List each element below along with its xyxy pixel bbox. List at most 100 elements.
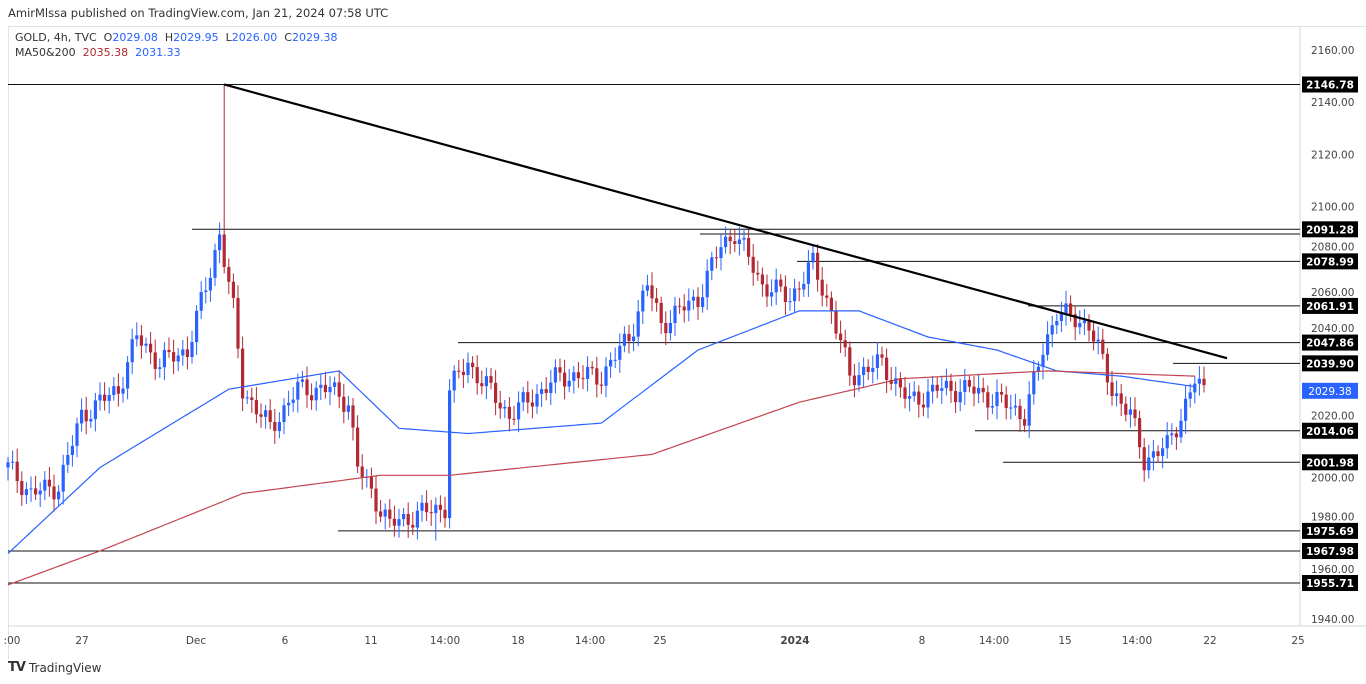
low-value: 2026.00	[231, 31, 278, 44]
candle-down	[1073, 314, 1077, 328]
candle-up	[770, 292, 774, 297]
candle-down	[310, 395, 314, 401]
candle-up	[517, 402, 521, 420]
candle-up	[190, 342, 194, 358]
candle-up	[135, 335, 139, 340]
candle-down	[360, 466, 364, 478]
candle-up	[282, 405, 286, 423]
symbol-label[interactable]: GOLD, 4h, TVC	[15, 31, 97, 44]
price-level-label: 2014.06	[1306, 426, 1354, 438]
candle-down	[1087, 320, 1091, 331]
price-level-label: 2047.86	[1306, 338, 1354, 350]
candle-down	[406, 514, 410, 525]
price-level-badge	[1302, 454, 1358, 471]
x-tick-label: 14:00	[430, 635, 460, 647]
candle-up	[705, 270, 709, 298]
candle-down	[756, 272, 760, 275]
candle-down	[236, 297, 240, 349]
candle-down	[457, 370, 461, 372]
candle-up	[264, 410, 268, 417]
last-price-label: 2029.38	[1308, 386, 1351, 398]
candle-down	[972, 386, 976, 394]
x-tick-label: 2024	[780, 635, 809, 647]
y-tick-label: 2060.00	[1311, 287, 1354, 299]
candle-down	[797, 288, 801, 290]
candle-down	[1202, 378, 1206, 386]
candle-down	[342, 396, 346, 412]
candle-up	[641, 290, 645, 312]
candle-up	[645, 285, 649, 291]
candle-up	[719, 247, 723, 259]
candle-up	[333, 382, 337, 387]
candle-down	[379, 511, 383, 517]
candle-up	[144, 343, 148, 346]
candle-down	[1133, 409, 1137, 419]
candle-up	[420, 502, 424, 511]
candle-down	[563, 372, 567, 387]
candle-up	[1027, 394, 1031, 426]
candle-up	[466, 362, 470, 376]
candle-up	[908, 396, 912, 399]
candle-down	[848, 347, 852, 376]
candle-up	[296, 381, 300, 400]
price-level-label: 2091.28	[1306, 224, 1354, 236]
candle-down	[259, 414, 263, 417]
tradingview-logo[interactable]: TV TradingView	[8, 660, 101, 675]
candle-down	[576, 372, 580, 379]
candle-up	[43, 479, 47, 491]
candle-up	[912, 391, 916, 397]
candle-up	[613, 359, 617, 361]
candle-up	[1179, 420, 1183, 438]
candle-down	[558, 367, 562, 373]
candle-down	[250, 397, 254, 400]
ma-label[interactable]: MA50&200	[15, 46, 76, 59]
price-level-badge	[1302, 76, 1358, 93]
candle-up	[871, 367, 875, 372]
price-level-badge	[1302, 422, 1358, 439]
candle-up	[1193, 383, 1197, 393]
candle-up	[218, 234, 222, 251]
candle-up	[397, 519, 401, 526]
x-tick-label: 6	[282, 635, 289, 647]
x-tick-label: 14:00	[575, 635, 605, 647]
x-tick-label: 22	[1203, 635, 1216, 647]
candle-up	[687, 300, 691, 311]
candle-down	[1069, 303, 1073, 315]
candle-up	[314, 387, 318, 401]
y-tick-label: 1940.00	[1311, 614, 1354, 626]
candle-down	[494, 382, 498, 403]
candle-up	[291, 399, 295, 403]
h-label: H	[164, 31, 174, 44]
price-level-badge	[1302, 221, 1358, 238]
candle-down	[231, 281, 235, 298]
chart-frame	[8, 26, 1366, 659]
candle-down	[678, 305, 682, 307]
candle-down	[498, 402, 502, 409]
y-tick-label: 2120.00	[1311, 149, 1354, 161]
y-tick-label: 2080.00	[1311, 242, 1354, 254]
candle-down	[149, 343, 153, 353]
candle-up	[484, 376, 488, 387]
candle-down	[471, 362, 475, 368]
candle-down	[254, 399, 258, 415]
candle-down	[967, 380, 971, 387]
candle-up	[70, 445, 74, 456]
ma200-line	[7, 370, 1195, 586]
candle-down	[765, 284, 769, 297]
candle-down	[512, 418, 516, 420]
open-value: 2029.08	[112, 31, 158, 44]
candle-down	[1023, 419, 1027, 426]
published-caption: AmirMlssa published on TradingView.com, …	[8, 6, 389, 20]
candle-up	[277, 422, 281, 431]
ma200-value: 2031.33	[135, 46, 181, 59]
candle-down	[84, 409, 88, 422]
candle-up	[1096, 339, 1100, 342]
x-tick-label: 27	[75, 635, 88, 647]
x-tick-label: Dec	[186, 635, 207, 647]
candle-down	[1105, 353, 1109, 383]
candle-up	[1009, 407, 1013, 409]
candle-up	[402, 514, 406, 520]
candle-down	[47, 479, 51, 487]
candle-up	[931, 384, 935, 392]
